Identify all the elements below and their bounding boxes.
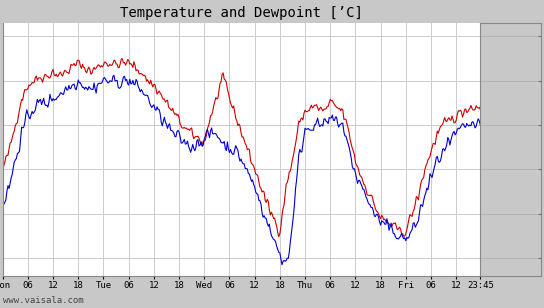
Text: Temperature and Dewpoint [’C]: Temperature and Dewpoint [’C] (120, 6, 363, 20)
Text: www.vaisala.com: www.vaisala.com (3, 296, 83, 305)
